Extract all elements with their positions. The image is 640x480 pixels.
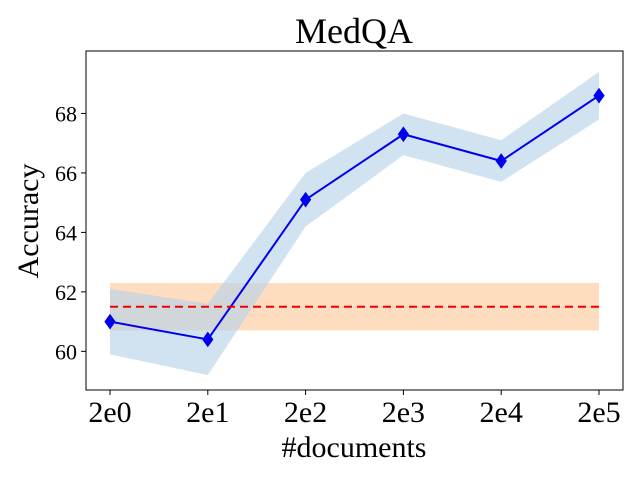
y-tick-label-2: 64	[55, 220, 77, 245]
series-0-point-2	[299, 191, 312, 208]
series-0-point-1	[202, 331, 214, 348]
x-tick-label-0: 2e0	[88, 396, 131, 429]
plot-area-frame	[85, 50, 624, 391]
chart-title: MedQA	[295, 11, 413, 51]
y-tick-label-4: 68	[55, 101, 77, 126]
x-tick-label-5: 2e5	[577, 396, 620, 429]
series-0-confidence-band	[110, 71, 599, 376]
series-0-point-3	[397, 126, 410, 143]
y-tick-label-3: 66	[55, 161, 77, 186]
x-tick-label-1: 2e1	[186, 396, 229, 429]
y-tick-label-0: 60	[55, 339, 77, 364]
x-axis-label: #documents	[282, 431, 427, 464]
x-tick-label-4: 2e4	[480, 396, 523, 429]
y-tick-label-1: 62	[55, 280, 77, 305]
x-tick-label-2: 2e2	[284, 396, 327, 429]
x-tick-label-3: 2e3	[382, 396, 425, 429]
y-axis-label: Accuracy	[12, 164, 45, 279]
series-0-point-5	[593, 87, 605, 104]
series-0-point-0	[104, 313, 116, 330]
series-0-line	[109, 94, 600, 341]
series-0-point-4	[495, 153, 507, 169]
